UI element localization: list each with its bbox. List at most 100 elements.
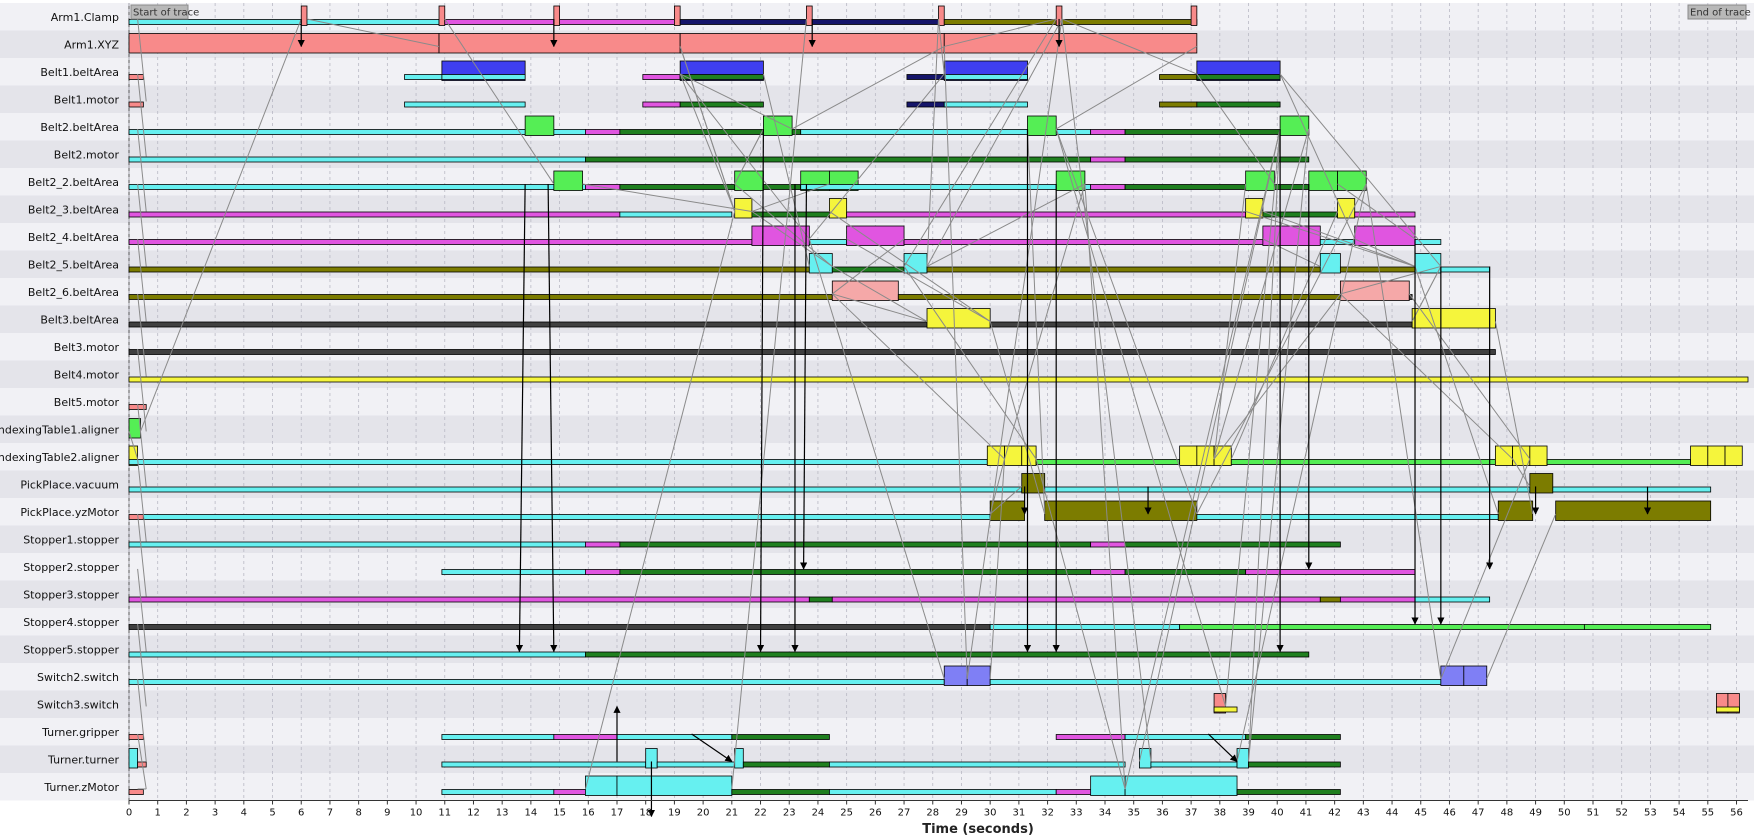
dependency-arrow (1213, 128, 1310, 460)
time-axis: 0 1 2 3 4 5 6 7 8 9 10 11 12 13 14 15 16 17 18 19 20 21 22 23 24… (126, 800, 1748, 819)
row-stopper3-stopper (0, 580, 1754, 608)
dependency-arrow (734, 128, 764, 185)
activity-bar (1090, 541, 1126, 548)
resource-label: Switch2.switch (37, 671, 119, 684)
activity-bar (943, 665, 968, 686)
activity-bar (300, 5, 308, 26)
activity-bar (808, 596, 833, 603)
tick-label: 28 (926, 808, 939, 819)
tick-label: 22 (754, 808, 767, 819)
activity-bar (1690, 445, 1709, 466)
activity-bar (1497, 500, 1534, 521)
dependency-arrow (926, 183, 1086, 267)
activity-bar (846, 211, 1247, 218)
activity-bar (553, 5, 560, 26)
activity-bar (829, 198, 848, 219)
tick-label: 19 (668, 808, 681, 819)
dependency-arrow (1055, 128, 1227, 707)
activity-bar (1090, 156, 1126, 163)
activity-bar (1529, 445, 1548, 466)
activity-bar (1248, 761, 1341, 768)
dependency-arrow (943, 46, 968, 679)
activity-bar (585, 129, 621, 135)
dependency-arrow (1354, 238, 1416, 267)
dependency-arrow (731, 18, 807, 789)
dependency-arrow (903, 266, 1037, 460)
tick-label: 9 (384, 808, 390, 819)
resource-label: Belt2_3.beltArea (28, 203, 119, 216)
activity-bar (1494, 445, 1514, 466)
resource-label: Belt3.motor (54, 341, 120, 354)
dependency-arrow (1337, 183, 1416, 240)
tick-label: 12 (467, 808, 480, 819)
dependency-arrow (808, 238, 945, 680)
activity-bar (1090, 775, 1126, 796)
resource-label: Stopper5.stopper (23, 643, 119, 656)
activity-bar (1529, 473, 1554, 494)
tick-label: 11 (438, 808, 451, 819)
activity-bar (800, 184, 1092, 190)
activity-bar (553, 734, 618, 740)
activity-bar (128, 679, 945, 685)
activity-bar (619, 184, 802, 190)
dependency-arrow (1196, 73, 1275, 185)
activity-bar (128, 376, 1749, 383)
tick-label: 35 (1127, 808, 1140, 819)
activity-bar (1245, 734, 1341, 740)
activity-bar (642, 101, 681, 108)
activity-bar (989, 679, 1442, 685)
row-belt5-motor (0, 388, 1754, 416)
dependency-arrow (1196, 183, 1367, 515)
activity-bar (1055, 734, 1126, 740)
row-belt2-motor (0, 140, 1754, 168)
tick-label: 33 (1070, 808, 1083, 819)
activity-bar (943, 101, 1028, 108)
tick-label: 14 (525, 808, 538, 819)
dependency-arrow (1213, 293, 1341, 460)
dependency-arrow (584, 211, 736, 790)
dependency-arrow (137, 348, 147, 432)
activity-bar (734, 198, 753, 219)
dependency-arrow (1486, 513, 1557, 680)
dependency-arrow (1365, 183, 1442, 680)
activity-bar (1707, 445, 1726, 466)
activity-bar (1179, 445, 1198, 466)
activity-bar (1027, 115, 1057, 136)
dependency-arrow (926, 18, 939, 267)
tick-label: 34 (1099, 808, 1112, 819)
activity-bar (986, 445, 1005, 466)
activity-bar (1308, 170, 1338, 191)
resource-label: Turner.zMotor (43, 781, 119, 794)
critical-arrow (800, 183, 808, 570)
activity-bar (128, 748, 139, 769)
activity-bar (441, 761, 647, 768)
dependency-arrow (1084, 183, 1126, 789)
tick-label: 29 (955, 808, 968, 819)
resource-label: Belt2_2.beltArea (28, 176, 119, 189)
resource-label: Belt2_5.beltArea (28, 258, 119, 271)
dependency-arrow (926, 18, 1063, 267)
tick-label: 42 (1328, 808, 1341, 819)
resource-label: Arm1.Clamp (51, 11, 119, 24)
activity-bar (404, 101, 526, 108)
tick-label: 41 (1300, 808, 1313, 819)
x-axis-title: Time (seconds) (922, 822, 1034, 837)
activity-bar (1319, 253, 1341, 274)
activity-bar (616, 734, 733, 740)
critical-arrow (691, 733, 733, 762)
tick-label: 31 (1013, 808, 1026, 819)
activity-bar (1339, 596, 1416, 603)
tick-label: 50 (1558, 808, 1571, 819)
tick-label: 30 (984, 808, 997, 819)
dependency-arrow (1236, 183, 1367, 762)
dependency-arrow (128, 431, 139, 460)
activity-bar (128, 349, 1496, 355)
activity-bar (441, 789, 555, 795)
activity-bar (1055, 170, 1086, 191)
activity-bar (642, 74, 681, 80)
row-pickplace-yzmotor (0, 498, 1754, 526)
activity-bar (1035, 459, 1181, 465)
activity-bar (903, 239, 1264, 245)
